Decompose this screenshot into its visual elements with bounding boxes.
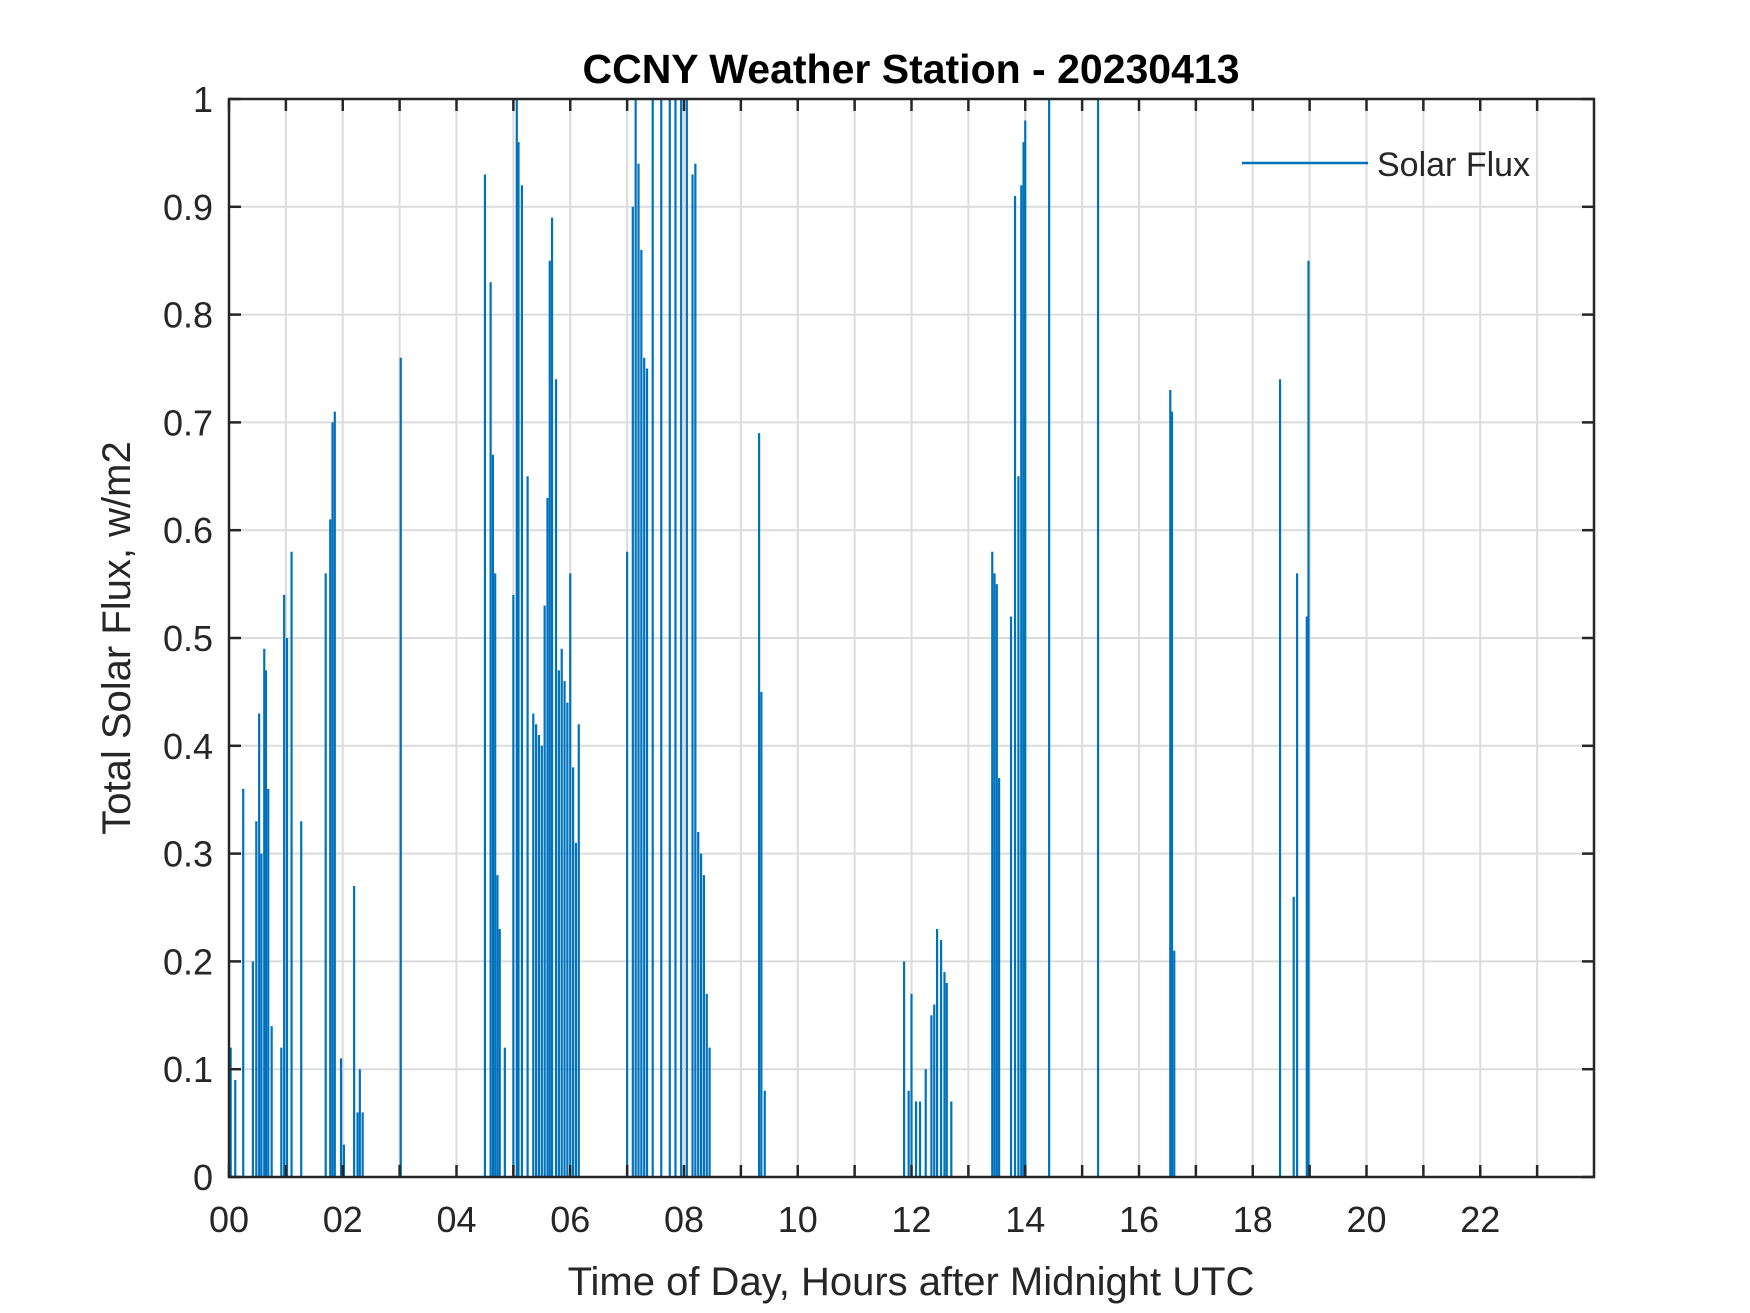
x-tick-label: 06 bbox=[550, 1199, 590, 1240]
y-tick-label: 0.9 bbox=[163, 187, 213, 228]
x-tick-label: 12 bbox=[891, 1199, 931, 1240]
y-tick-label: 0.7 bbox=[163, 402, 213, 443]
legend: Solar Flux bbox=[1242, 146, 1530, 184]
x-tick-label: 04 bbox=[436, 1199, 476, 1240]
y-tick-label: 1 bbox=[193, 79, 213, 120]
y-tick-label: 0.4 bbox=[163, 726, 213, 767]
x-tick-label: 20 bbox=[1346, 1199, 1386, 1240]
x-tick-label: 18 bbox=[1233, 1199, 1273, 1240]
y-tick-label: 0.2 bbox=[163, 941, 213, 982]
x-tick-label: 00 bbox=[209, 1199, 249, 1240]
y-tick-label: 0.5 bbox=[163, 618, 213, 659]
y-tick-label: 0.1 bbox=[163, 1049, 213, 1090]
y-tick-label: 0.6 bbox=[163, 510, 213, 551]
series-solar-flux bbox=[229, 99, 1310, 1177]
x-tick-label: 14 bbox=[1005, 1199, 1045, 1240]
chart-title: CCNY Weather Station - 20230413 bbox=[582, 46, 1239, 92]
x-tick-label: 10 bbox=[778, 1199, 818, 1240]
x-tick-label: 22 bbox=[1460, 1199, 1500, 1240]
legend-label-solar-flux: Solar Flux bbox=[1377, 146, 1530, 184]
x-tick-label: 16 bbox=[1119, 1199, 1159, 1240]
y-axis-label: Total Solar Flux, w/m2 bbox=[95, 441, 139, 834]
axis-ticks: 00 02 04 06 08 10 12 14 16 18 20 22 0 0.1 0.2 0.3 0.4 0.5… bbox=[163, 79, 1594, 1240]
x-tick-label: 02 bbox=[323, 1199, 363, 1240]
y-tick-label: 0.3 bbox=[163, 834, 213, 875]
y-tick-label: 0 bbox=[193, 1157, 213, 1198]
x-tick-label: 08 bbox=[664, 1199, 704, 1240]
y-tick-label: 0.8 bbox=[163, 295, 213, 336]
x-axis-label: Time of Day, Hours after Midnight UTC bbox=[568, 1260, 1255, 1304]
